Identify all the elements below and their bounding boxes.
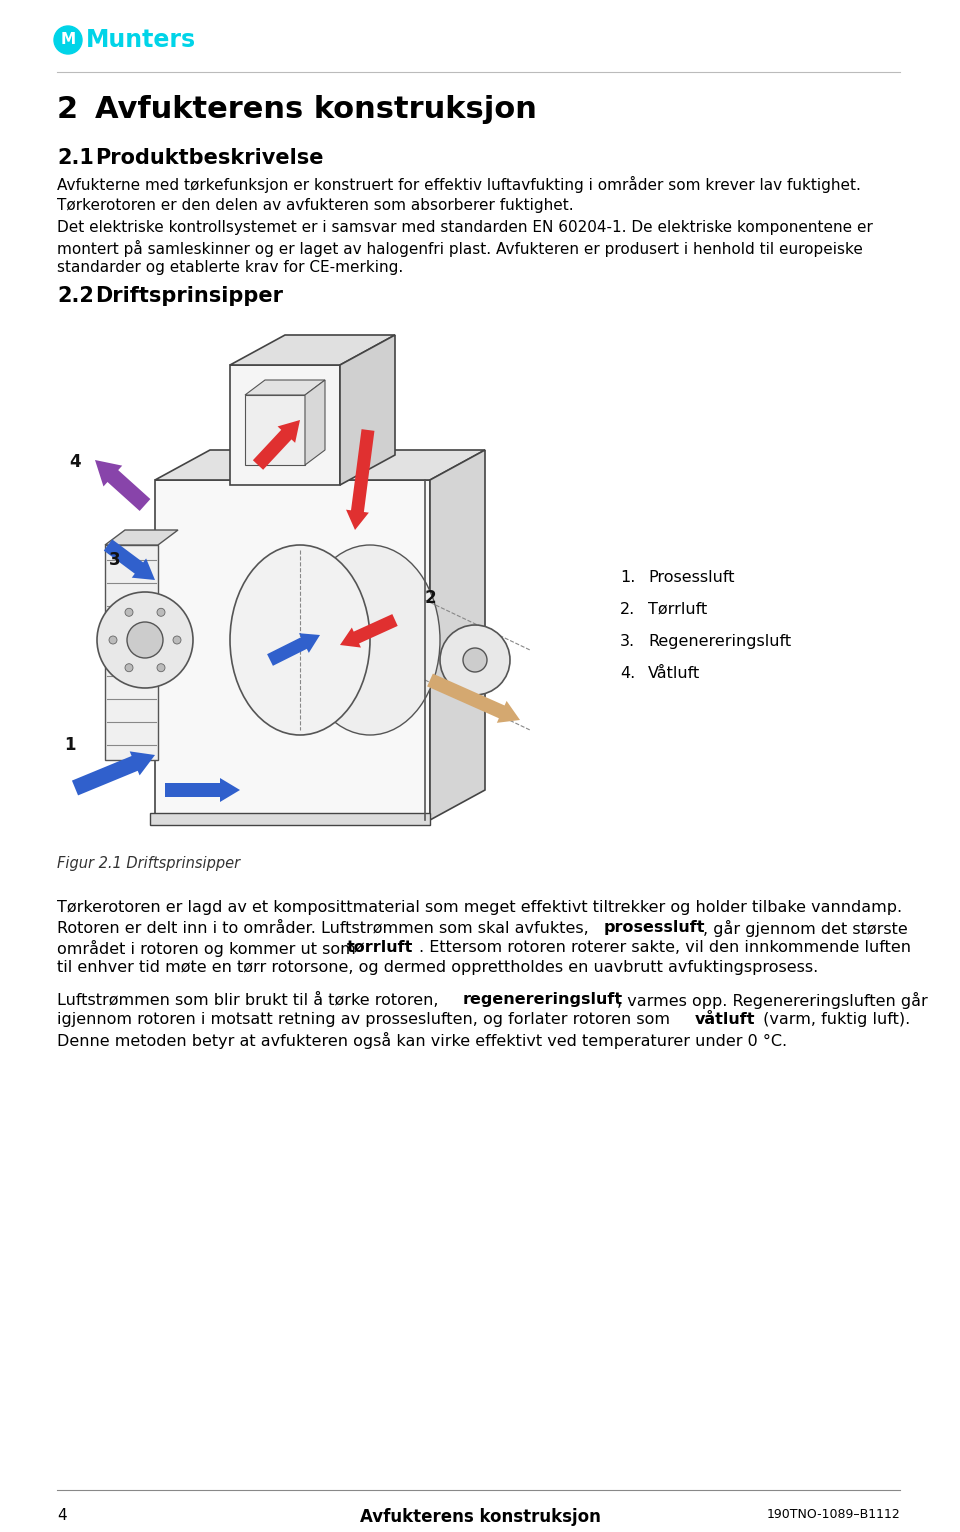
Polygon shape (72, 751, 155, 795)
Text: . Ettersom rotoren roterer sakte, vil den innkommende luften: . Ettersom rotoren roterer sakte, vil de… (420, 941, 911, 954)
Text: til enhver tid møte en tørr rotorsone, og dermed opprettholdes en uavbrutt avfuk: til enhver tid møte en tørr rotorsone, o… (57, 961, 818, 974)
Bar (150, 813, 430, 826)
Text: området i rotoren og kommer ut som: området i rotoren og kommer ut som (57, 941, 361, 958)
Polygon shape (105, 545, 158, 760)
Polygon shape (245, 395, 305, 466)
Text: , går gjennom det største: , går gjennom det største (703, 921, 908, 938)
Polygon shape (230, 336, 395, 365)
Text: 2.2: 2.2 (57, 286, 94, 306)
Text: 2.1: 2.1 (57, 149, 94, 169)
Text: Figur 2.1 Driftsprinsipper: Figur 2.1 Driftsprinsipper (57, 856, 240, 872)
Text: Tørkerotoren er den delen av avfukteren som absorberer fuktighet.: Tørkerotoren er den delen av avfukteren … (57, 198, 574, 213)
Polygon shape (245, 380, 325, 395)
Circle shape (440, 625, 510, 696)
Text: prosessluft: prosessluft (604, 921, 705, 935)
Text: 1: 1 (64, 735, 76, 754)
Text: 2: 2 (424, 588, 436, 607)
Polygon shape (155, 450, 485, 480)
Polygon shape (346, 429, 374, 530)
Text: Driftsprinsipper: Driftsprinsipper (95, 286, 283, 306)
Polygon shape (95, 460, 151, 512)
Text: Tørrluft: Tørrluft (648, 602, 708, 617)
Polygon shape (340, 336, 395, 486)
Circle shape (463, 648, 487, 673)
Ellipse shape (230, 545, 370, 735)
Text: Våtluft: Våtluft (648, 666, 700, 682)
Text: standarder og etablerte krav for CE-merking.: standarder og etablerte krav for CE-merk… (57, 260, 403, 276)
Text: 4: 4 (69, 453, 81, 470)
Text: Avfukterens konstruksjon: Avfukterens konstruksjon (95, 95, 537, 124)
Text: 190TNO-1089–B1112: 190TNO-1089–B1112 (766, 1507, 900, 1521)
Text: Munters: Munters (86, 28, 196, 52)
Text: Regenereringsluft: Regenereringsluft (648, 634, 791, 650)
Polygon shape (267, 633, 320, 666)
Circle shape (173, 636, 181, 643)
Polygon shape (252, 420, 300, 470)
Circle shape (97, 591, 193, 688)
Text: 2: 2 (57, 95, 78, 124)
Polygon shape (105, 530, 178, 545)
Circle shape (109, 636, 117, 643)
Circle shape (125, 608, 133, 616)
Text: 1.: 1. (620, 570, 636, 585)
Text: våtluft: våtluft (694, 1013, 756, 1026)
Text: Rotoren er delt inn i to områder. Luftstrømmen som skal avfuktes,: Rotoren er delt inn i to områder. Luftst… (57, 921, 594, 936)
Circle shape (157, 608, 165, 616)
Text: Tørkerotoren er lagd av et komposittmaterial som meget effektivt tiltrekker og h: Tørkerotoren er lagd av et komposittmate… (57, 899, 902, 915)
Polygon shape (305, 380, 325, 466)
Text: tørrluft: tørrluft (347, 941, 413, 954)
Text: M: M (60, 32, 76, 47)
Polygon shape (165, 778, 240, 801)
Text: 2.: 2. (620, 602, 636, 617)
Text: regenereringsluft: regenereringsluft (463, 993, 623, 1007)
Circle shape (157, 663, 165, 671)
Circle shape (54, 26, 82, 54)
Text: Avfukterne med tørkefunksjon er konstruert for effektiv luftavfukting i områder : Avfukterne med tørkefunksjon er konstrue… (57, 176, 861, 193)
Text: 3: 3 (109, 552, 121, 568)
Polygon shape (230, 365, 340, 486)
Text: Produktbeskrivelse: Produktbeskrivelse (95, 149, 324, 169)
Text: 3.: 3. (620, 634, 636, 650)
Circle shape (125, 663, 133, 671)
Polygon shape (427, 674, 520, 723)
Polygon shape (104, 539, 155, 581)
Text: igjennom rotoren i motsatt retning av prossesluften, og forlater rotoren som: igjennom rotoren i motsatt retning av pr… (57, 1013, 675, 1026)
Text: Luftstrømmen som blir brukt til å tørke rotoren,: Luftstrømmen som blir brukt til å tørke … (57, 993, 444, 1008)
Text: Prosessluft: Prosessluft (648, 570, 734, 585)
Polygon shape (155, 480, 430, 820)
Polygon shape (340, 614, 397, 648)
Circle shape (127, 622, 163, 659)
Text: 4.: 4. (620, 666, 636, 682)
Text: montert på samleskinner og er laget av halogenfri plast. Avfukteren er produsert: montert på samleskinner og er laget av h… (57, 241, 863, 257)
Text: Avfukterens konstruksjon: Avfukterens konstruksjon (360, 1507, 600, 1526)
Text: (varm, fuktig luft).: (varm, fuktig luft). (757, 1013, 910, 1026)
Text: 4: 4 (57, 1507, 66, 1523)
Ellipse shape (300, 545, 440, 735)
Text: Det elektriske kontrollsystemet er i samsvar med standarden EN 60204-1. De elekt: Det elektriske kontrollsystemet er i sam… (57, 221, 873, 234)
Text: Denne metoden betyr at avfukteren også kan virke effektivt ved temperaturer unde: Denne metoden betyr at avfukteren også k… (57, 1033, 787, 1049)
Text: , varmes opp. Regenereringsluften går: , varmes opp. Regenereringsluften går (616, 993, 927, 1010)
Polygon shape (430, 450, 485, 820)
